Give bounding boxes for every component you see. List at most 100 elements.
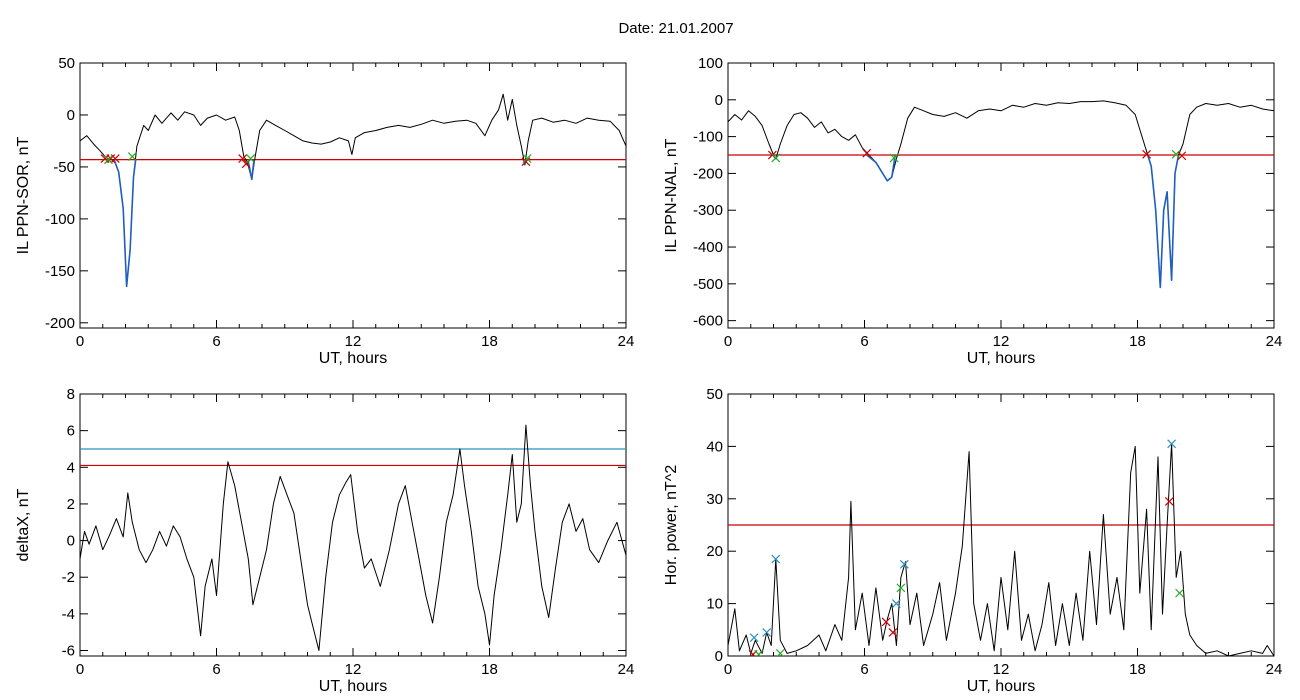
x-marker (888, 627, 898, 637)
x-marker (775, 648, 785, 656)
y-tick-label: -500 (693, 276, 723, 293)
x-tick-label: 24 (618, 661, 635, 678)
figure-title: Date: 21.01.2007 (618, 20, 733, 37)
x-tick-label: 0 (724, 333, 732, 350)
y-tick-label: -300 (693, 202, 723, 219)
plot-frame (79, 62, 627, 329)
y-tick-label: -600 (693, 313, 723, 330)
y-tick-label: -6 (62, 643, 75, 660)
x-marker (127, 152, 137, 161)
plot-frame (727, 62, 1275, 329)
y-tick-label: 50 (58, 55, 75, 72)
x-marker (899, 559, 909, 569)
y-tick-label: 30 (706, 491, 723, 508)
series-line (247, 159, 255, 181)
x-tick-label: 18 (1129, 333, 1146, 350)
y-axis-title: Hor. power, nT^2 (663, 465, 680, 586)
y-tick-label: 0 (715, 648, 723, 665)
y-tick-label: -100 (45, 211, 75, 228)
plot-area (80, 93, 626, 288)
x-tick-label: 6 (212, 661, 220, 678)
series-line (728, 100, 1274, 288)
x-marker (521, 157, 531, 167)
x-axis-title: UT, hours (967, 350, 1035, 367)
x-tick-label: 18 (481, 661, 498, 678)
y-tick-label: 20 (706, 543, 723, 560)
series-line (728, 443, 1274, 656)
x-marker (522, 154, 532, 164)
y-axis-title: IL PPN-NAL, nT (663, 138, 680, 252)
y-tick-label: 6 (67, 423, 75, 440)
x-marker (246, 154, 256, 164)
y-tick-label: -150 (45, 263, 75, 280)
series-line (80, 93, 626, 287)
x-tick-label: 12 (345, 333, 362, 350)
y-tick-label: -4 (62, 606, 75, 623)
chart-panel-p2: 0 6 12 18 24 100 0 -100 -200 -300 -400 -500 -600 UT, … (663, 55, 1282, 367)
x-tick-label: 0 (76, 661, 84, 678)
x-marker (1164, 496, 1174, 506)
x-tick-label: 24 (1266, 333, 1283, 350)
x-tick-label: 24 (618, 333, 635, 350)
y-tick-label: -200 (693, 165, 723, 182)
x-tick-label: 24 (1266, 661, 1283, 678)
x-marker (749, 633, 759, 643)
x-axis-title: UT, hours (967, 678, 1035, 695)
x-marker (1142, 149, 1152, 159)
series-line (866, 154, 896, 182)
x-marker (1177, 151, 1187, 161)
chart-panel-p4: 0 6 12 18 24 50 40 30 20 10 0 UT, hours Hor. power, … (663, 386, 1282, 695)
y-tick-label: -100 (693, 129, 723, 146)
y-tick-label: 4 (67, 459, 75, 476)
x-tick-label: 18 (1129, 661, 1146, 678)
x-marker (104, 155, 113, 165)
plot-area (728, 100, 1274, 289)
x-tick-label: 0 (76, 333, 84, 350)
x-marker (771, 153, 781, 163)
x-tick-label: 6 (212, 333, 220, 350)
chart-panel-p1: 0 6 12 18 24 50 0 -50 -100 -150 -200 UT, hours IL PP… (15, 55, 634, 367)
y-tick-label: 100 (698, 55, 723, 72)
y-tick-label: -50 (53, 159, 75, 176)
x-marker (881, 617, 891, 627)
x-marker (238, 154, 248, 164)
y-tick-label: 0 (715, 92, 723, 109)
y-tick-label: -400 (693, 239, 723, 256)
y-tick-label: 0 (67, 533, 75, 550)
x-marker (754, 650, 764, 656)
y-tick-label: 50 (706, 386, 723, 403)
x-tick-label: 12 (993, 333, 1010, 350)
series-line (113, 159, 137, 288)
y-tick-label: 2 (67, 496, 75, 513)
x-tick-label: 12 (345, 661, 362, 678)
x-axis-title: UT, hours (319, 678, 387, 695)
plot-frame (79, 393, 627, 657)
x-tick-label: 12 (993, 661, 1010, 678)
y-axis-title: IL PPN-SOR, nT (15, 136, 32, 254)
y-tick-label: 8 (67, 386, 75, 403)
x-marker (1171, 149, 1181, 159)
series-line (1146, 154, 1180, 289)
x-marker (862, 148, 872, 158)
x-marker (1167, 439, 1177, 449)
x-marker (889, 153, 899, 163)
y-tick-label: -200 (45, 315, 75, 332)
x-tick-label: 18 (481, 333, 498, 350)
x-tick-label: 6 (860, 333, 868, 350)
series-line (80, 424, 626, 651)
x-marker (771, 554, 781, 564)
x-marker (891, 599, 901, 609)
x-axis-title: UT, hours (319, 350, 387, 367)
y-axis-title: deltaX, nT (15, 488, 32, 561)
y-tick-label: 40 (706, 438, 723, 455)
y-tick-label: 0 (67, 107, 75, 124)
plot-area (728, 439, 1274, 656)
plot-area (80, 424, 626, 651)
x-marker (1175, 588, 1185, 598)
y-tick-label: 10 (706, 596, 723, 613)
y-tick-label: -2 (62, 569, 75, 586)
x-marker (762, 627, 772, 637)
x-tick-label: 0 (724, 661, 732, 678)
x-tick-label: 6 (860, 661, 868, 678)
